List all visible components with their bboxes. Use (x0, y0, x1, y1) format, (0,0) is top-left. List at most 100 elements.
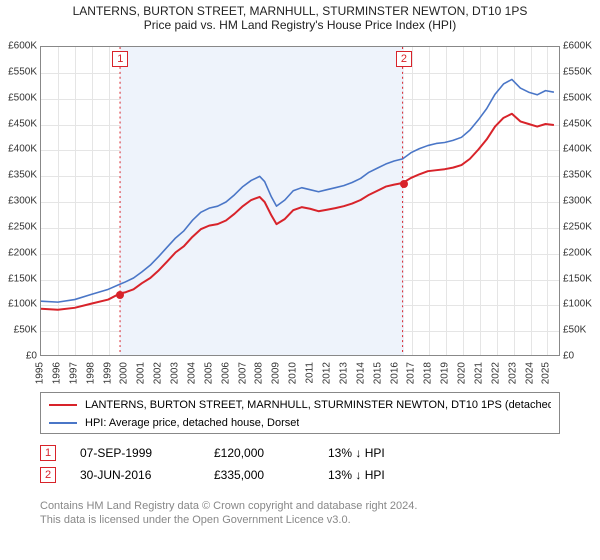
y-tick-label-left: £300K (8, 196, 37, 207)
delta-pct: 13% (328, 446, 352, 460)
y-tick-label-left: £150K (8, 273, 37, 284)
delta-suffix: HPI (365, 468, 385, 482)
x-tick-label: 2014 (355, 362, 366, 384)
y-tick-label-left: £200K (8, 247, 37, 258)
sales-row-date: 30-JUN-2016 (80, 468, 190, 482)
y-axis-right-labels: £0£50K£100K£150K£200K£250K£300K£350K£400… (560, 46, 600, 356)
sales-row-index-box: 2 (40, 467, 56, 483)
series-line-subject (41, 114, 554, 310)
page: { "title": { "line1": "LANTERNS, BURTON … (0, 0, 600, 560)
x-tick-label: 2023 (507, 362, 518, 384)
x-tick-label: 1999 (102, 362, 113, 384)
y-tick-label-right: £600K (563, 41, 592, 52)
x-tick-label: 2012 (322, 362, 333, 384)
footer-line2: This data is licensed under the Open Gov… (40, 514, 560, 528)
sales-table-row: 1 07-SEP-1999 £120,000 13% ↓ HPI (40, 442, 560, 464)
chart-title-block: LANTERNS, BURTON STREET, MARNHULL, STURM… (0, 4, 600, 40)
y-tick-label-right: £350K (563, 170, 592, 181)
x-tick-label: 2005 (203, 362, 214, 384)
x-tick-label: 2018 (423, 362, 434, 384)
sales-row-price: £120,000 (214, 446, 304, 460)
chart-title-line1: LANTERNS, BURTON STREET, MARNHULL, STURM… (0, 4, 600, 18)
delta-pct: 13% (328, 468, 352, 482)
x-tick-label: 1997 (68, 362, 79, 384)
x-tick-label: 2000 (119, 362, 130, 384)
x-tick-label: 2002 (153, 362, 164, 384)
y-tick-label-right: £50K (563, 325, 586, 336)
y-tick-label-left: £450K (8, 118, 37, 129)
x-tick-label: 2020 (457, 362, 468, 384)
y-tick-label-left: £550K (8, 66, 37, 77)
y-tick-label-right: £400K (563, 144, 592, 155)
y-tick-label-left: £0 (26, 351, 37, 362)
x-tick-label: 1995 (35, 362, 46, 384)
x-tick-label: 2006 (220, 362, 231, 384)
sale-dot (400, 180, 408, 188)
legend-row-subject: LANTERNS, BURTON STREET, MARNHULL, STURM… (49, 396, 551, 414)
arrow-down-icon: ↓ (355, 468, 361, 482)
plot-area: 12 (40, 46, 560, 356)
y-tick-label-right: £250K (563, 221, 592, 232)
x-tick-label: 2019 (440, 362, 451, 384)
y-tick-label-right: £150K (563, 273, 592, 284)
x-tick-label: 2008 (254, 362, 265, 384)
y-tick-label-left: £400K (8, 144, 37, 155)
y-tick-label-left: £50K (14, 325, 37, 336)
x-tick-label: 2007 (237, 362, 248, 384)
sales-row-price: £335,000 (214, 468, 304, 482)
y-tick-label-right: £300K (563, 196, 592, 207)
x-tick-label: 2016 (389, 362, 400, 384)
x-tick-label: 2013 (338, 362, 349, 384)
y-axis-left-labels: £0£50K£100K£150K£200K£250K£300K£350K£400… (0, 46, 40, 356)
y-tick-label-right: £500K (563, 92, 592, 103)
sales-row-date: 07-SEP-1999 (80, 446, 190, 460)
legend-label-subject: LANTERNS, BURTON STREET, MARNHULL, STURM… (85, 399, 551, 411)
y-tick-label-left: £500K (8, 92, 37, 103)
x-axis-labels: 1995199619971998199920002001200220032004… (40, 356, 560, 386)
y-tick-label-right: £550K (563, 66, 592, 77)
sales-row-delta: 13% ↓ HPI (328, 468, 385, 482)
sales-table-row: 2 30-JUN-2016 £335,000 13% ↓ HPI (40, 464, 560, 486)
footer-copyright: Contains HM Land Registry data © Crown c… (40, 500, 560, 528)
x-tick-label: 2004 (186, 362, 197, 384)
x-tick-label: 2015 (372, 362, 383, 384)
sales-row-delta: 13% ↓ HPI (328, 446, 385, 460)
legend-row-hpi: HPI: Average price, detached house, Dors… (49, 414, 551, 432)
x-tick-label: 1996 (51, 362, 62, 384)
x-tick-label: 2017 (406, 362, 417, 384)
y-tick-label-right: £450K (563, 118, 592, 129)
legend-swatch-hpi (49, 422, 77, 424)
series-line-hpi (41, 79, 554, 302)
legend: LANTERNS, BURTON STREET, MARNHULL, STURM… (40, 392, 560, 434)
y-tick-label-right: £0 (563, 351, 574, 362)
sales-row-index-box: 1 (40, 445, 56, 461)
sale-marker-box: 1 (112, 51, 128, 67)
x-tick-label: 2003 (170, 362, 181, 384)
chart-title-line2: Price paid vs. HM Land Registry's House … (0, 18, 600, 32)
x-tick-label: 2001 (136, 362, 147, 384)
x-tick-label: 2009 (271, 362, 282, 384)
y-tick-label-left: £250K (8, 221, 37, 232)
x-tick-label: 2011 (305, 362, 316, 384)
x-tick-label: 2024 (524, 362, 535, 384)
chart: £0 £50K £100K £150K £200K £250K £300K £350K £400… (0, 46, 600, 386)
legend-swatch-subject (49, 404, 77, 406)
y-tick-label-left: £350K (8, 170, 37, 181)
sales-table: 1 07-SEP-1999 £120,000 13% ↓ HPI 2 30-JUN-201… (40, 442, 560, 486)
arrow-down-icon: ↓ (355, 446, 361, 460)
footer-line1: Contains HM Land Registry data © Crown c… (40, 500, 560, 514)
y-tick-label-left: £100K (8, 299, 37, 310)
y-tick-label-right: £100K (563, 299, 592, 310)
x-tick-label: 2010 (288, 362, 299, 384)
sale-dot (116, 291, 124, 299)
legend-label-hpi: HPI: Average price, detached house, Dors… (85, 417, 299, 429)
sale-marker-box: 2 (396, 51, 412, 67)
x-tick-label: 1998 (85, 362, 96, 384)
x-tick-label: 2021 (473, 362, 484, 384)
chart-lines-svg (41, 47, 559, 355)
x-tick-label: 2025 (541, 362, 552, 384)
x-tick-label: 2022 (490, 362, 501, 384)
delta-suffix: HPI (365, 446, 385, 460)
y-tick-label-left: £600K (8, 41, 37, 52)
y-tick-label-right: £200K (563, 247, 592, 258)
